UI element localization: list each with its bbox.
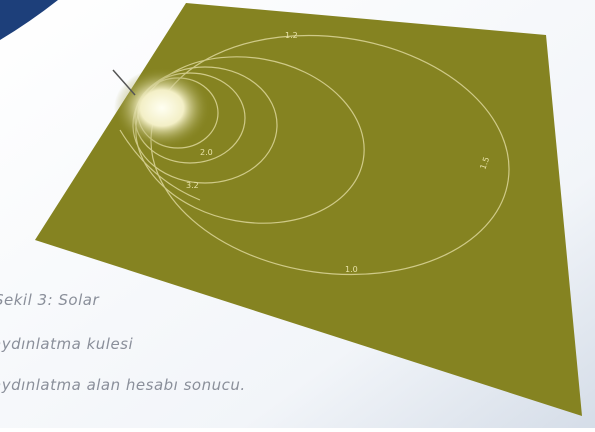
caption-line: aydınlatma kulesi <box>0 335 133 353</box>
light-source-glow <box>114 68 210 148</box>
contour-label: 1.5 <box>478 156 491 171</box>
corner-shape <box>0 0 58 40</box>
caption-line: Şekil 3: Solar <box>0 291 99 309</box>
contour-label: 1.2 <box>285 31 298 40</box>
contour-label: 3.2 <box>186 181 199 190</box>
contour-label: 2.0 <box>200 148 213 157</box>
contour-label: 1.0 <box>345 265 358 274</box>
caption-line: aydınlatma alan hesabı sonucu. <box>0 376 246 394</box>
pointer <box>112 69 136 96</box>
